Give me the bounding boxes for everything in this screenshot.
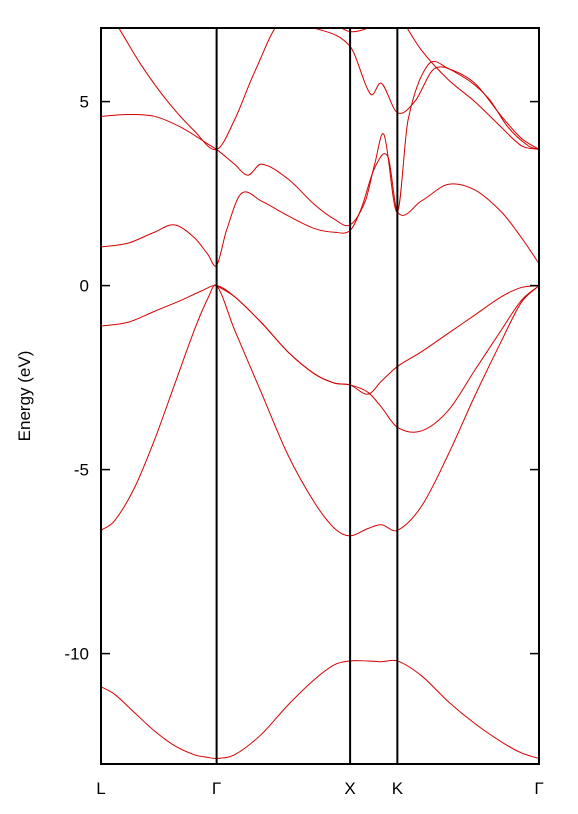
y-ticks: 5 0 -5 -10 [64, 93, 539, 664]
band-8 [340, 28, 539, 150]
x-tick-label-4: Γ [534, 779, 543, 798]
x-tick-label-0: L [96, 779, 105, 798]
x-tick-label-3: K [392, 779, 404, 798]
band-4 [216, 285, 539, 395]
band-1 [101, 659, 539, 760]
band-5 [101, 153, 539, 267]
y-tick-label-2: -5 [74, 461, 89, 480]
x-tick-label-2: X [344, 779, 355, 798]
x-tick-label-1: Γ [212, 779, 221, 798]
bands-layer [101, 28, 539, 760]
y-tick-label-3: -10 [64, 645, 89, 664]
band-2 [101, 284, 539, 537]
kpoint-lines [215, 28, 399, 764]
plot-frame [100, 27, 540, 765]
y-axis-title: Energy (eV) [15, 351, 34, 442]
band-7 [118, 28, 539, 151]
y-tick-label-0: 5 [80, 93, 89, 112]
y-tick-label-1: 0 [80, 277, 89, 296]
band-3 [101, 285, 539, 433]
band-6 [101, 60, 539, 227]
